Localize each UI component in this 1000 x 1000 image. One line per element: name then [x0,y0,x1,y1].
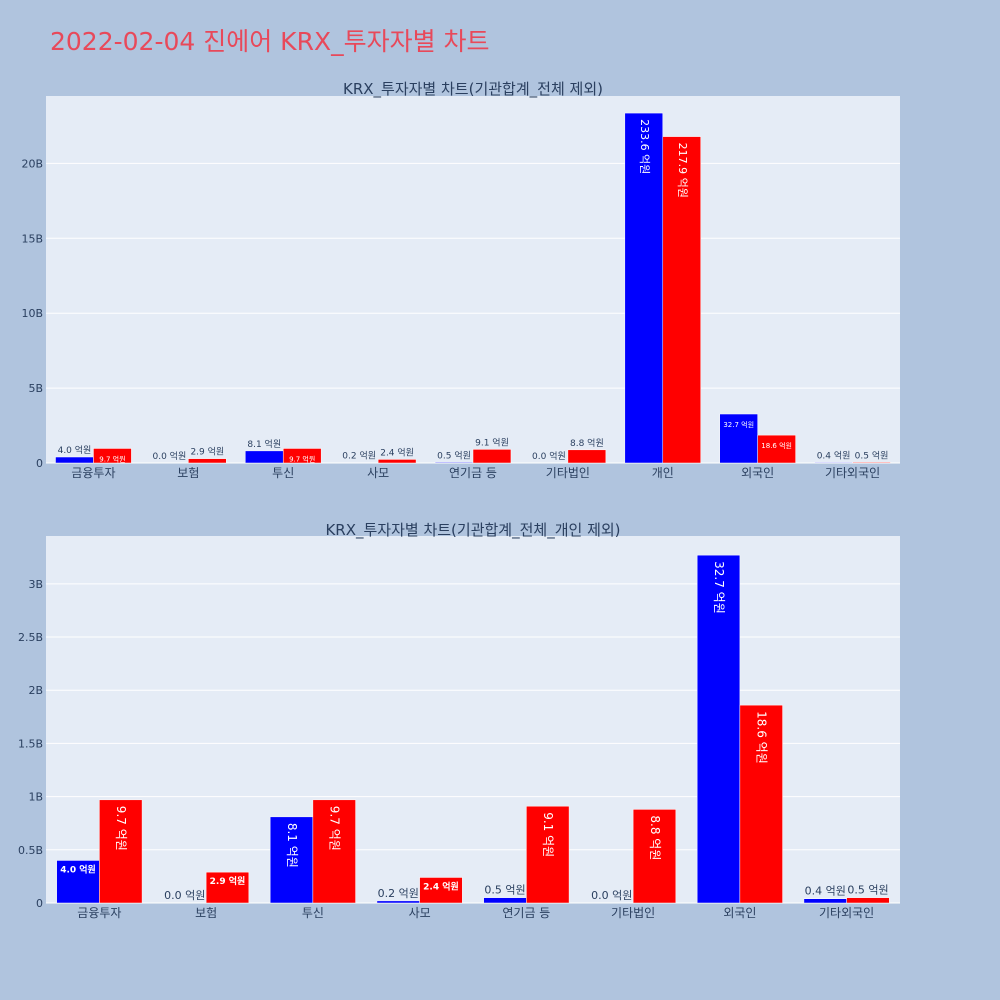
bar [93,448,132,464]
bar [852,462,891,464]
bar [205,871,250,904]
data-label: 4.0 억원 [60,863,96,875]
bar [55,456,94,464]
y-tick-label: 2.5B [18,631,43,644]
chart-title: KRX_투자자별 차트(기관합계_전체 제외) [343,80,603,99]
y-tick-label: 0 [36,897,43,910]
data-label: 2.4 억원 [380,446,414,458]
bar [846,897,890,904]
bar [282,448,322,464]
bar [567,449,607,464]
y-tick-label: 20B [21,157,43,170]
x-tick-label: 연기금 등 [449,466,497,480]
data-label: 0.0 억원 [164,889,205,902]
data-label: 2.4 억원 [423,880,459,892]
data-label: 8.1 억원 [285,823,299,868]
data-label: 0.0 억원 [591,889,632,902]
data-label: 0.0 억원 [532,450,566,462]
x-tick-label: 보험 [177,466,199,480]
data-label: 8.8 억원 [648,815,662,860]
plot-area [46,96,900,463]
data-label: 9.7 억원 [289,454,315,463]
data-label: 233.6 억원 [638,119,651,174]
bar [376,900,420,904]
x-tick-label: 사모 [409,906,431,920]
data-label: 9.1 억원 [475,436,509,448]
y-tick-label: 3B [28,578,43,591]
data-label: 217.9 억원 [676,143,689,198]
bar [814,462,853,464]
bar [757,434,796,464]
x-tick-label: 외국인 [741,466,774,480]
x-tick-label: 기타외국인 [819,906,874,920]
x-tick-label: 외국인 [723,906,756,920]
bar [245,450,284,464]
data-label: 18.6 억원 [761,441,792,450]
y-tick-label: 1B [28,791,43,804]
chart-1: KRX_투자자별 차트(기관합계_전체 제외) 0 5B 10B 15B 20B 금융투자 4… [21,80,900,480]
bar [419,877,463,904]
bar [377,459,417,464]
y-tick-label: 10B [21,307,43,320]
data-label: 0.5 억원 [847,884,888,897]
x-tick-label: 기타법인 [546,466,590,480]
data-label: 9.1 억원 [541,812,555,857]
bar [632,809,677,904]
data-label: 9.7 억원 [328,806,342,851]
bar [739,704,783,904]
data-label: 2.9 억원 [190,446,224,458]
data-label: 18.6 억원 [755,711,769,764]
chart-2: KRX_투자자별 차트(기관합계_전체_개인 제외) 0 0.5B 1B 1.5B 2B 2… [18,521,900,920]
bar [312,799,356,904]
y-tick-label: 1.5B [18,737,43,750]
data-label: 0.5 억원 [437,449,471,461]
bar [719,413,758,464]
x-tick-label: 투신 [272,466,294,480]
bar [434,462,474,464]
x-tick-label: 보험 [195,906,217,920]
y-tick-label: 5B [28,382,43,395]
bar [803,898,847,904]
x-tick-label: 금융투자 [71,466,115,480]
bar [696,554,741,904]
bar [483,897,527,904]
y-tick-label: 0.5B [18,844,43,857]
data-label: 0.2 억원 [342,450,376,462]
page-title: 2022-02-04 진에어 KRX_투자자별 차트 [50,27,490,56]
x-tick-label: 기타법인 [611,906,655,920]
x-tick-label: 개인 [652,466,674,480]
bar [188,458,227,464]
data-label: 32.7 억원 [712,561,726,614]
data-label: 0.5 억원 [484,884,525,897]
y-tick-label: 0 [36,457,43,470]
data-label: 8.8 억원 [570,437,604,449]
bar [662,136,701,464]
bar [99,799,143,904]
bar [472,449,512,464]
x-tick-label: 투신 [302,906,324,920]
data-label: 32.7 억원 [723,420,754,429]
data-label: 4.0 억원 [58,444,92,456]
data-label: 0.4 억원 [817,449,851,461]
data-label: 8.1 억원 [247,438,281,450]
x-tick-label: 사모 [367,466,389,480]
data-label: 0.2 억원 [378,887,419,900]
bar [526,805,570,904]
data-label: 0.5 억원 [855,449,889,461]
data-label: 9.7 억원 [99,454,125,463]
data-label: 2.9 억원 [210,875,246,887]
x-tick-label: 금융투자 [77,906,121,920]
y-tick-label: 2B [28,684,43,697]
y-tick-label: 15B [21,232,43,245]
data-label: 9.7 억원 [114,806,128,851]
data-label: 0.0 억원 [152,450,186,462]
bar [269,816,314,904]
x-tick-label: 기타외국인 [825,466,880,480]
x-tick-label: 연기금 등 [502,906,550,920]
data-label: 0.4 억원 [805,885,846,898]
chart-title: KRX_투자자별 차트(기관합계_전체_개인 제외) [325,521,620,540]
